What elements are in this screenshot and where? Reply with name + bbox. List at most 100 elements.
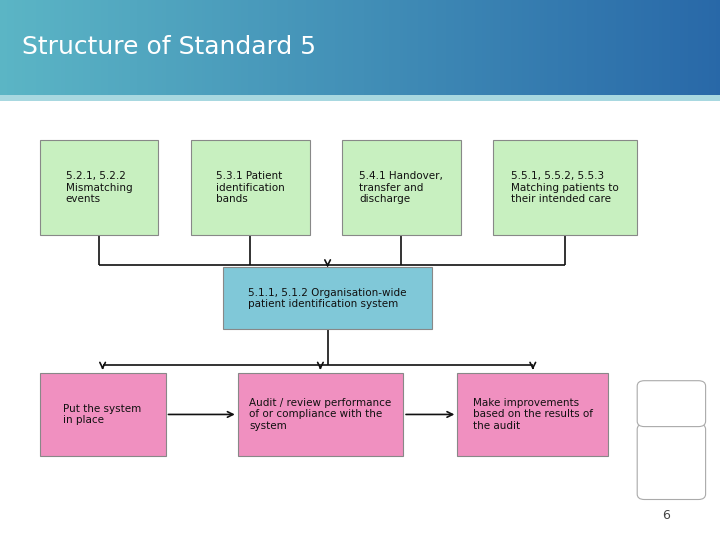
- Bar: [504, 0, 509, 94]
- Bar: [457, 0, 462, 94]
- Bar: [716, 0, 720, 94]
- Bar: [371, 0, 376, 94]
- Bar: [7, 0, 12, 94]
- Bar: [115, 0, 120, 94]
- Bar: [652, 0, 657, 94]
- Bar: [637, 0, 642, 94]
- Bar: [133, 0, 138, 94]
- Bar: [223, 0, 228, 94]
- Bar: [320, 0, 325, 94]
- Bar: [22, 0, 27, 94]
- Bar: [130, 0, 135, 94]
- FancyBboxPatch shape: [637, 381, 706, 427]
- Bar: [112, 0, 117, 94]
- Bar: [439, 0, 444, 94]
- Bar: [612, 0, 617, 94]
- Bar: [673, 0, 678, 94]
- Bar: [605, 0, 610, 94]
- Bar: [515, 0, 520, 94]
- Bar: [590, 0, 595, 94]
- Bar: [317, 0, 322, 94]
- Bar: [349, 0, 354, 94]
- Text: Audit / review performance
of or compliance with the
system: Audit / review performance of or complia…: [249, 398, 392, 431]
- Bar: [508, 0, 513, 94]
- Bar: [83, 0, 88, 94]
- Bar: [313, 0, 318, 94]
- Bar: [598, 0, 603, 94]
- Bar: [702, 0, 707, 94]
- Bar: [209, 0, 214, 94]
- Bar: [263, 0, 268, 94]
- Bar: [234, 0, 239, 94]
- Bar: [256, 0, 261, 94]
- Bar: [569, 0, 574, 94]
- Bar: [554, 0, 559, 94]
- Bar: [526, 0, 531, 94]
- Bar: [500, 0, 505, 94]
- Bar: [72, 0, 77, 94]
- Bar: [450, 0, 455, 94]
- Bar: [479, 0, 484, 94]
- Bar: [266, 0, 271, 94]
- Bar: [446, 0, 451, 94]
- Bar: [61, 0, 66, 94]
- Bar: [709, 0, 714, 94]
- FancyBboxPatch shape: [223, 267, 432, 329]
- Bar: [522, 0, 527, 94]
- Bar: [547, 0, 552, 94]
- Bar: [418, 0, 423, 94]
- Bar: [284, 0, 289, 94]
- Bar: [558, 0, 563, 94]
- Bar: [623, 0, 628, 94]
- Bar: [238, 0, 243, 94]
- Bar: [461, 0, 466, 94]
- Bar: [641, 0, 646, 94]
- Bar: [472, 0, 477, 94]
- Bar: [58, 0, 63, 94]
- Bar: [40, 0, 45, 94]
- Bar: [0, 94, 720, 101]
- Bar: [608, 0, 613, 94]
- Bar: [655, 0, 660, 94]
- Bar: [425, 0, 430, 94]
- Bar: [158, 0, 163, 94]
- FancyBboxPatch shape: [342, 140, 461, 235]
- FancyBboxPatch shape: [40, 373, 166, 456]
- Bar: [101, 0, 106, 94]
- FancyBboxPatch shape: [457, 373, 608, 456]
- Bar: [706, 0, 711, 94]
- Bar: [18, 0, 23, 94]
- Bar: [396, 0, 401, 94]
- Bar: [659, 0, 664, 94]
- Bar: [194, 0, 199, 94]
- Bar: [126, 0, 131, 94]
- Bar: [407, 0, 412, 94]
- Bar: [544, 0, 549, 94]
- Bar: [680, 0, 685, 94]
- Bar: [695, 0, 700, 94]
- Bar: [688, 0, 693, 94]
- Bar: [428, 0, 433, 94]
- Bar: [576, 0, 581, 94]
- Bar: [385, 0, 390, 94]
- Bar: [230, 0, 235, 94]
- Bar: [50, 0, 55, 94]
- Bar: [360, 0, 365, 94]
- Bar: [162, 0, 167, 94]
- Bar: [529, 0, 534, 94]
- Bar: [698, 0, 703, 94]
- Bar: [288, 0, 293, 94]
- Bar: [403, 0, 408, 94]
- FancyBboxPatch shape: [637, 424, 706, 500]
- Bar: [148, 0, 153, 94]
- Bar: [227, 0, 232, 94]
- Bar: [14, 0, 19, 94]
- Bar: [648, 0, 653, 94]
- Bar: [151, 0, 156, 94]
- Bar: [587, 0, 592, 94]
- Bar: [205, 0, 210, 94]
- Bar: [144, 0, 149, 94]
- Bar: [241, 0, 246, 94]
- Bar: [490, 0, 495, 94]
- Bar: [302, 0, 307, 94]
